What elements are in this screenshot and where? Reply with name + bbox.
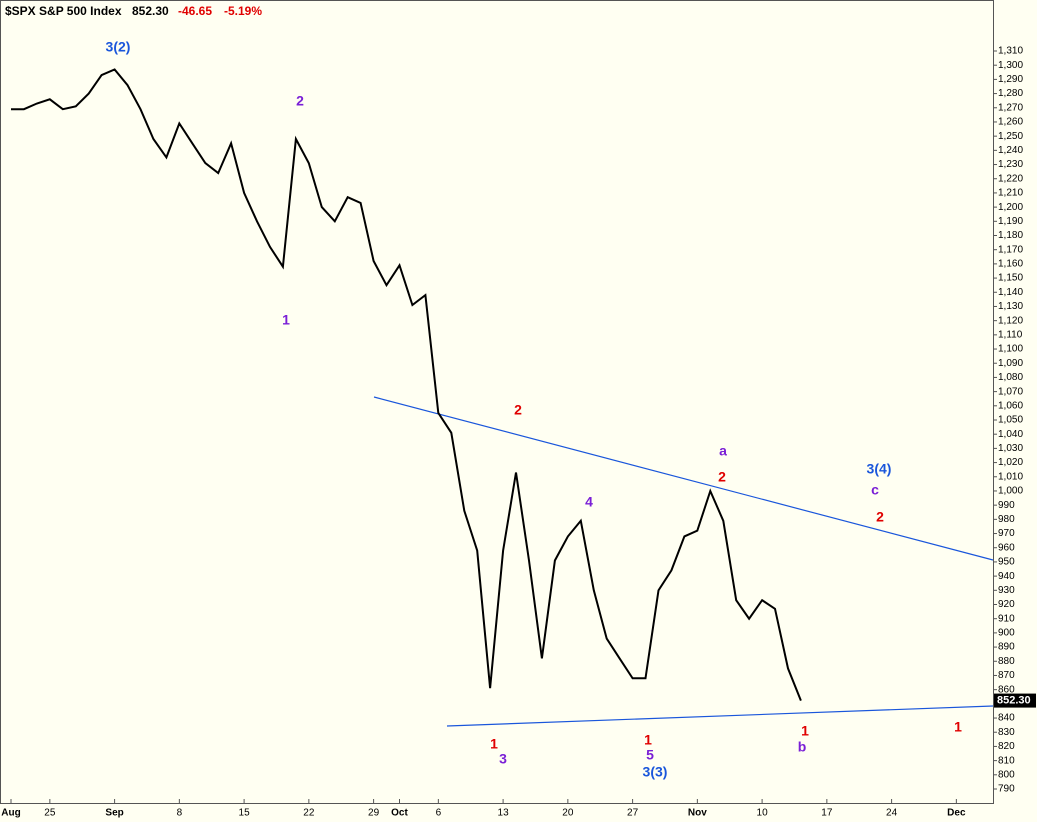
wave-label: 2 [296,93,304,109]
y-tick-label: 1,120 [998,315,1023,326]
y-tick-label: 1,110 [998,329,1023,340]
y-tick-label: 1,200 [998,202,1023,213]
y-tick-label: 1,150 [998,273,1023,284]
wave-label: b [798,739,807,755]
y-tick-label: 990 [998,500,1015,511]
y-tick-label: 1,170 [998,244,1023,255]
x-tick-label: 13 [498,808,510,819]
y-tick-label: 1,040 [998,429,1023,440]
y-tick-label: 1,260 [998,117,1023,128]
wave-label: 2 [876,509,884,525]
y-tick-label: 1,220 [998,173,1023,184]
y-tick-label: 1,210 [998,188,1023,199]
y-tick-label: 920 [998,599,1015,610]
y-tick-label: 860 [998,684,1015,695]
wave-label: 5 [646,747,654,763]
wave-label: 1 [282,312,290,328]
y-tick-label: 1,000 [998,486,1023,497]
y-tick-label: 1,070 [998,386,1023,397]
y-tick-label: 790 [998,784,1015,795]
wave-label: 1 [801,723,809,739]
y-tick-label: 1,300 [998,60,1023,71]
y-tick-label: 1,270 [998,102,1023,113]
wave-label: 3(3) [643,764,668,780]
trend-line [446,705,994,727]
trend-line [373,396,994,561]
last-price: 852.30 [132,4,169,18]
y-tick-label: 1,100 [998,344,1023,355]
y-tick-label: 810 [998,755,1015,766]
x-tick-label: Oct [391,808,408,819]
y-tick-label: 1,060 [998,400,1023,411]
price-tag [994,693,1036,708]
y-tick-label: 870 [998,670,1015,681]
x-tick-label: 17 [821,808,833,819]
y-tick-label: 1,080 [998,372,1023,383]
y-tick-label: 900 [998,628,1015,639]
plot-frame [0,0,994,804]
wave-label: 3(4) [867,461,892,477]
price-tag-label: 852.30 [997,694,1031,706]
y-tick-label: 830 [998,727,1015,738]
y-tick-label: 940 [998,571,1015,582]
x-tick-label: 22 [303,808,315,819]
y-tick-label: 1,160 [998,259,1023,270]
y-tick-label: 1,140 [998,287,1023,298]
y-tick-label: 1,250 [998,131,1023,142]
y-tick-label: 970 [998,528,1015,539]
y-tick-label: 890 [998,642,1015,653]
price-line [11,68,802,701]
y-tick-label: 1,240 [998,145,1023,156]
y-tick-label: 1,010 [998,471,1023,482]
x-tick-label: 24 [886,808,898,819]
wave-label: 4 [585,494,593,510]
symbol: $SPX S&P 500 Index [5,4,122,18]
change: -46.65 [178,4,212,18]
y-tick-label: 800 [998,769,1015,780]
y-tick-label: 1,180 [998,230,1023,241]
x-tick-label: Aug [1,808,20,819]
y-tick-label: 1,290 [998,74,1023,85]
y-tick-label: 1,020 [998,457,1023,468]
y-tick-label: 840 [998,713,1015,724]
y-tick-label: 1,280 [998,88,1023,99]
y-tick-label: 1,230 [998,159,1023,170]
y-tick-label: 1,310 [998,46,1023,57]
x-tick-label: 20 [562,808,574,819]
wave-label: 1 [954,719,962,735]
x-tick-label: 10 [757,808,769,819]
wave-label: 2 [514,402,522,418]
y-tick-label: 980 [998,514,1015,525]
wave-label: 3 [499,751,507,767]
y-tick-label: 960 [998,542,1015,553]
x-tick-label: 27 [627,808,639,819]
x-tick-label: Nov [688,808,707,819]
wave-label: 2 [718,469,726,485]
y-tick-label: 1,190 [998,216,1023,227]
y-tick-label: 820 [998,741,1015,752]
wave-label: 1 [490,736,498,752]
x-tick-label: 29 [368,808,380,819]
x-tick-label: 15 [239,808,251,819]
x-tick-label: 8 [177,808,183,819]
wave-label: c [871,482,879,498]
wave-label: 3(2) [106,39,131,55]
y-tick-label: 1,030 [998,443,1023,454]
y-tick-label: 1,130 [998,301,1023,312]
y-tick-label: 950 [998,557,1015,568]
x-tick-label: 6 [436,808,442,819]
x-tick-label: 25 [44,808,56,819]
y-tick-label: 880 [998,656,1015,667]
y-tick-label: 930 [998,585,1015,596]
wave-label: 1 [644,732,652,748]
y-tick-label: 1,090 [998,358,1023,369]
y-tick-label: 1,050 [998,415,1023,426]
change-pct: -5.19% [224,4,262,18]
y-tick-label: 910 [998,613,1015,624]
x-tick-label: Sep [105,808,123,819]
x-tick-label: Dec [947,808,966,819]
wave-label: a [719,443,727,459]
